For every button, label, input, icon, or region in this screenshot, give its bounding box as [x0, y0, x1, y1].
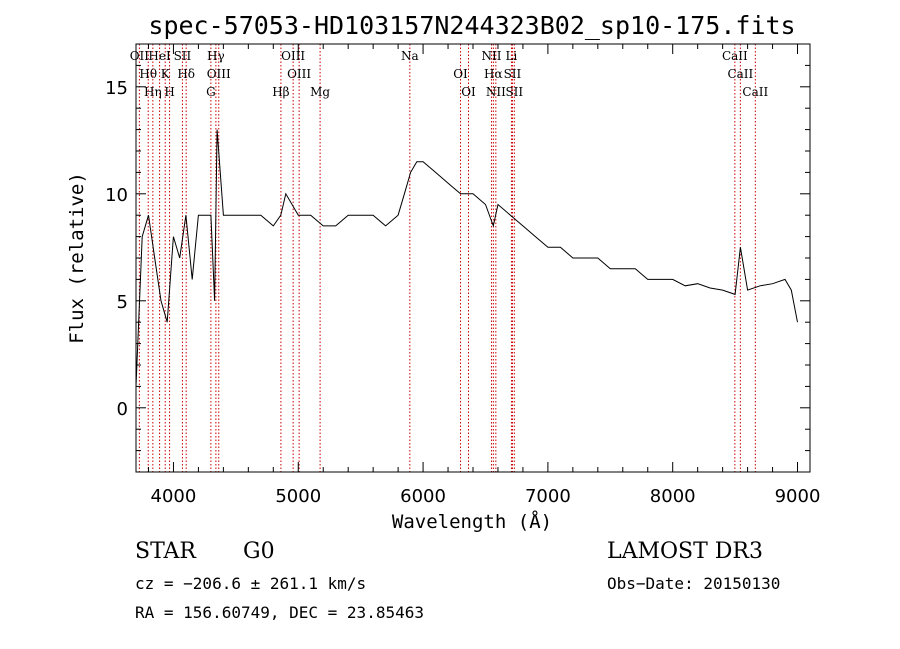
plot-frame [135, 43, 811, 473]
line-label: Li [506, 49, 518, 63]
observation-date: Obs−Date: 20150130 [607, 574, 781, 593]
line-label: OIII [281, 49, 305, 63]
line-label: SII [505, 85, 523, 99]
y-tick-label: 0 [117, 399, 128, 420]
line-label: CaII [722, 49, 748, 63]
line-label: OI [453, 67, 468, 81]
line-label: H [164, 85, 174, 99]
line-label: Hη [144, 85, 162, 99]
line-label: OII [130, 49, 150, 63]
survey-name: LAMOST DR3 [607, 539, 763, 564]
line-label: Hθ [139, 67, 157, 81]
spectrum-line [135, 129, 798, 387]
line-label: G [206, 85, 216, 99]
x-tick-label: 9000 [775, 486, 821, 507]
line-label: OIII [287, 67, 311, 81]
line-label: SII [504, 67, 522, 81]
y-axis: 0 5 10 15 [105, 64, 810, 452]
x-tick-label: 6000 [400, 486, 446, 507]
line-label: CaII [742, 85, 768, 99]
y-tick-label: 10 [105, 185, 128, 206]
y-tick-label: 15 [105, 78, 128, 99]
y-tick-label: 5 [117, 292, 128, 313]
line-label: Hδ [177, 67, 195, 81]
spectral-line-labels: OII Hθ Hη HeI KH SII Hδ G Hγ OIII Hβ OIII OIII Mg Na OI… [130, 49, 769, 99]
line-label: CaII [727, 67, 753, 81]
x-tick-label: 5000 [275, 486, 321, 507]
line-label: K [161, 67, 171, 81]
subclass: G0 [243, 539, 275, 564]
line-label: OI [461, 85, 476, 99]
line-label: HeI [148, 49, 171, 63]
line-label: Mg [310, 85, 330, 99]
x-tick-label: 4000 [151, 486, 197, 507]
line-label: Hβ [272, 85, 289, 99]
x-tick-label: 8000 [650, 486, 696, 507]
x-axis: 4000 5000 6000 7000 8000 9000 [147, 44, 821, 507]
x-tick-label: 7000 [525, 486, 571, 507]
line-label: OIII [207, 67, 231, 81]
spectral-line-markers [138, 44, 756, 472]
coordinates: RA = 156.60749, DEC = 23.85463 [135, 603, 424, 622]
line-label: NII [481, 49, 501, 63]
x-axis-label: Wavelength (Å) [392, 510, 552, 533]
object-class: STAR [135, 539, 196, 564]
redshift-velocity: cz = −206.6 ± 261.1 km/s [135, 574, 367, 593]
line-label: Hα [484, 67, 503, 81]
chart-title: spec-57053-HD103157N244323B02_sp10-175.f… [148, 11, 795, 40]
line-label: NII [486, 85, 506, 99]
y-axis-label: Flux (relative) [66, 172, 88, 344]
line-label: Na [401, 49, 419, 63]
line-label: SII [174, 49, 192, 63]
line-label: Hγ [207, 49, 225, 63]
